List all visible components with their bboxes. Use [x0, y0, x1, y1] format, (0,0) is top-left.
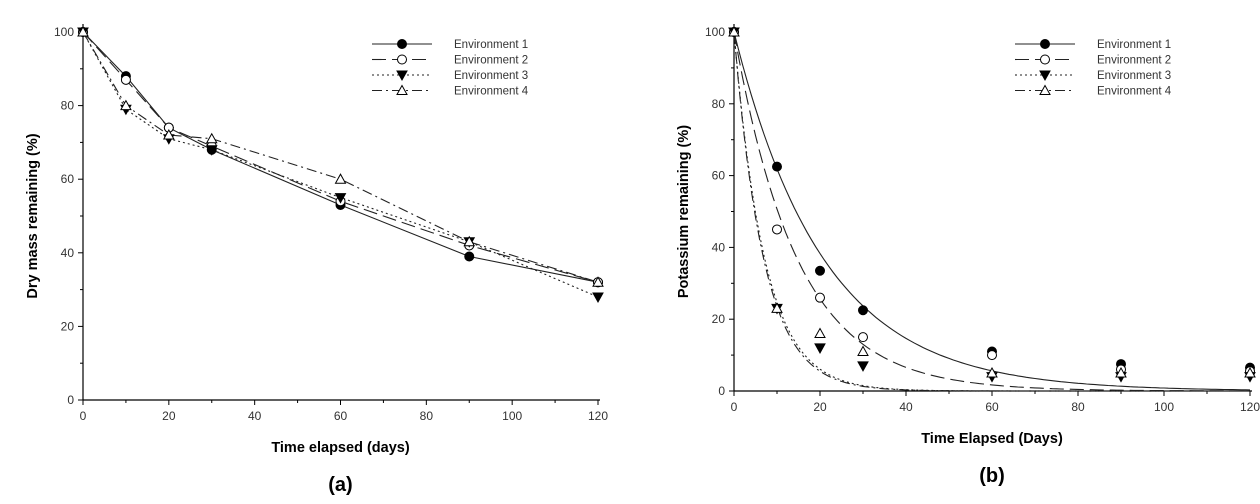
x-axis-label: Time Elapsed (Days) [921, 431, 1063, 447]
data-point [814, 327, 826, 339]
y-tick-label: 100 [54, 25, 74, 39]
y-tick-label: 80 [61, 99, 75, 113]
series-fit-line [733, 31, 1250, 392]
data-point [987, 350, 997, 361]
data-point [464, 251, 475, 262]
x-tick-label: 60 [985, 400, 999, 414]
x-axis-label: Time elapsed (days) [271, 440, 410, 456]
y-tick-label: 100 [705, 25, 725, 39]
data-point [334, 193, 347, 204]
legend-marker [397, 39, 407, 49]
data-point [120, 99, 132, 111]
x-tick-label: 120 [588, 409, 608, 423]
legend-marker [1039, 84, 1051, 95]
chart-a: 0 20 40 60 80 100 120 0 20 40 60 80 100 Time elapsed … [25, 24, 608, 496]
data-point [857, 345, 869, 357]
x-tick-label: 20 [162, 409, 176, 423]
x-tick-label: 40 [248, 409, 262, 423]
data-point [814, 343, 826, 354]
legend-label: Environment 1 [454, 39, 528, 51]
legend-marker [396, 84, 408, 95]
data-point [857, 361, 869, 372]
data-point [205, 145, 218, 156]
data-point [771, 302, 783, 313]
legend-marker [1040, 54, 1050, 65]
x-tick-label: 20 [813, 400, 827, 414]
data-point [772, 224, 782, 235]
x-tick-label: 120 [1240, 400, 1260, 414]
data-point [772, 161, 782, 172]
x-tick-label: 0 [80, 409, 87, 423]
data-point [120, 74, 131, 85]
data-point [858, 305, 868, 316]
x-tick-label: 80 [420, 409, 434, 423]
data-point [728, 25, 740, 37]
y-tick-label: 20 [61, 319, 75, 333]
data-point [858, 332, 868, 343]
legend-marker [1039, 70, 1051, 82]
y-tick-label: 60 [712, 169, 726, 183]
legend-label: Environment 2 [1097, 55, 1171, 67]
data-point [77, 25, 89, 37]
y-tick-label: 0 [718, 384, 725, 398]
legend-label: Environment 1 [1097, 39, 1171, 51]
legend-label: Environment 3 [1097, 70, 1171, 82]
legend-label: Environment 3 [454, 70, 528, 82]
data-point [334, 173, 347, 184]
panel-label: (b) [979, 465, 1005, 487]
x-tick-label: 100 [1154, 400, 1174, 414]
legend-label: Environment 2 [454, 55, 528, 67]
panel-label: (a) [328, 474, 352, 496]
data-point [592, 276, 604, 287]
y-tick-label: 40 [61, 246, 75, 260]
y-tick-label: 80 [712, 97, 726, 111]
legend-marker [397, 54, 407, 65]
series-fit-line [733, 31, 1251, 391]
x-tick-label: 40 [899, 400, 913, 414]
legend-label: Environment 4 [1097, 86, 1172, 98]
legend-marker [396, 70, 408, 82]
legend-label: Environment 4 [454, 86, 529, 98]
data-point [463, 235, 476, 247]
y-tick-label: 40 [712, 240, 726, 254]
x-tick-label: 0 [731, 400, 738, 414]
legend-marker [1040, 39, 1050, 49]
y-tick-label: 0 [67, 393, 74, 407]
data-point [205, 132, 218, 144]
series-fit-line [733, 31, 1250, 392]
chart-b: 0 20 40 60 80 100 120 0 20 40 60 80 100 Time Elapsed … [676, 24, 1260, 487]
y-tick-label: 60 [61, 172, 75, 186]
data-point [1115, 367, 1127, 378]
x-tick-label: 80 [1071, 400, 1085, 414]
data-point [815, 265, 825, 276]
data-point [986, 367, 998, 378]
y-axis-label: Dry mass remaining (%) [25, 133, 41, 298]
x-tick-label: 60 [334, 409, 348, 423]
data-point [592, 292, 604, 303]
data-point [815, 292, 825, 303]
x-tick-label: 100 [502, 409, 522, 423]
data-point [1244, 367, 1256, 378]
series-fit-line [733, 31, 1250, 392]
y-axis-label: Potassium remaining (%) [676, 125, 692, 298]
data-point [162, 129, 175, 140]
y-tick-label: 20 [712, 312, 726, 326]
